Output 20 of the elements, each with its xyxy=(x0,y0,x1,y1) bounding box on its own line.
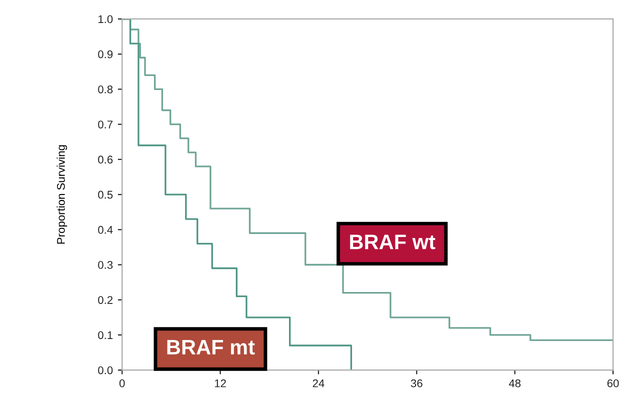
y-axis-title: Proportion Surviving xyxy=(56,145,68,244)
y-tick-label: 1.0 xyxy=(98,15,113,24)
y-tick-label: 0.2 xyxy=(98,296,113,304)
y-tick-label: 0.1 xyxy=(98,331,113,340)
x-tick-label: 48 xyxy=(508,379,521,388)
y-tick-label: 0.7 xyxy=(98,120,113,128)
series-label: BRAF wt xyxy=(350,234,436,250)
x-tick-label: 12 xyxy=(214,379,226,388)
y-tick-label: 0.0 xyxy=(98,366,113,374)
series-label: BRAF mt xyxy=(167,340,255,355)
y-tick-label: 0.9 xyxy=(98,50,113,58)
y-tick-label: 0.5 xyxy=(98,190,113,199)
x-tick-label: 36 xyxy=(410,379,422,388)
x-tick-label: 24 xyxy=(312,379,324,388)
y-tick-label: 0.6 xyxy=(98,156,113,164)
y-tick-label: 0.3 xyxy=(98,261,113,269)
x-tick-label: 0 xyxy=(119,379,125,388)
y-tick-label: 0.8 xyxy=(98,85,113,94)
y-tick-label: 0.4 xyxy=(98,226,113,234)
x-tick-label: 60 xyxy=(607,379,619,388)
